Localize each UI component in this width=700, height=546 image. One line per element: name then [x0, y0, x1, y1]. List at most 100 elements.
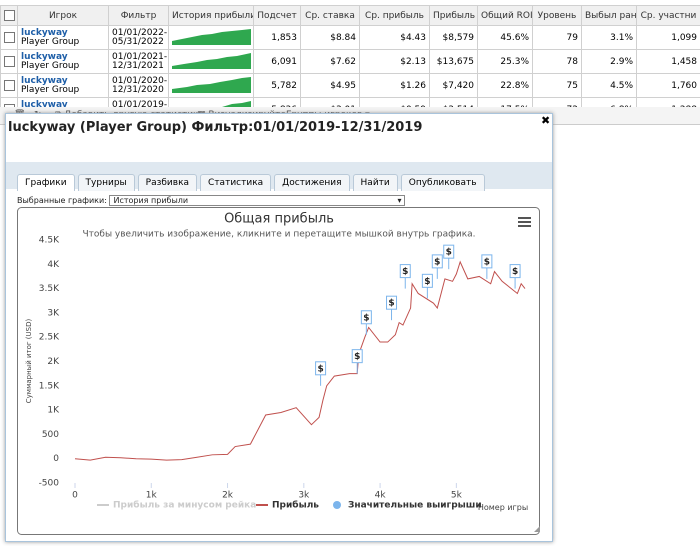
cell: $1.26 — [359, 73, 430, 98]
cell: 6,091 — [253, 49, 301, 74]
player-group: Player Group — [21, 60, 80, 71]
column-header[interactable]: Ср. ставка — [300, 5, 360, 26]
flag-label: $ — [484, 257, 490, 267]
header-row: Игрок Фильтр История прибыли Подсчет Ср. ста… — [0, 5, 700, 26]
column-header[interactable]: История прибыли — [168, 5, 254, 26]
cell: $4.43 — [359, 25, 430, 50]
row-select[interactable] — [0, 73, 18, 98]
flag[interactable] — [421, 273, 433, 288]
y-tick-label: 1K — [47, 406, 60, 416]
y-tick-label: 2K — [47, 357, 60, 367]
tab[interactable]: Графики — [17, 174, 75, 191]
cell: $2.13 — [359, 49, 430, 74]
flag[interactable] — [351, 349, 363, 364]
tab[interactable]: Достижения — [274, 174, 350, 191]
player-name[interactable]: luckyway — [21, 27, 68, 38]
y-tick-label: 3.5K — [39, 284, 60, 294]
sparkline-cell — [168, 49, 254, 74]
stats-table: Игрок Фильтр История прибыли Подсчет Ср. ста… — [0, 5, 700, 122]
column-header[interactable]: Ср. прибыль — [359, 5, 430, 26]
legend-item[interactable]: Значительные выигрыши — [348, 501, 482, 511]
menu-icon[interactable] — [518, 217, 531, 227]
selector-value: История прибыли — [113, 196, 189, 205]
flag-label: $ — [354, 352, 360, 362]
cell: 4.5% — [581, 73, 637, 98]
tab[interactable]: Опубликовать — [400, 174, 485, 191]
select-all[interactable] — [0, 5, 18, 26]
tab[interactable]: Разбивка — [137, 174, 198, 191]
flag[interactable] — [386, 295, 398, 310]
chart-subtitle: Чтобы увеличить изображение, кликните и … — [82, 230, 475, 240]
flag-label: $ — [388, 299, 394, 309]
tab[interactable]: Найти — [352, 174, 398, 191]
player-group: Player Group — [21, 36, 80, 47]
x-tick-label: 4k — [375, 491, 387, 501]
cell: 1,853 — [253, 25, 301, 50]
filter: 01/01/2020-12/31/2020 — [112, 75, 168, 95]
y-tick-label: 4.5K — [39, 236, 60, 246]
cell: 45.6% — [477, 25, 533, 50]
column-header[interactable]: Общий ROI — [477, 5, 533, 26]
filter-cell: 01/01/2022-05/31/2022 — [108, 25, 169, 50]
cell: $7,420 — [429, 73, 478, 98]
column-header[interactable]: Выбыл ран — [581, 5, 637, 26]
column-header[interactable]: Игрок — [17, 5, 109, 26]
cell: 1,760 — [636, 73, 700, 98]
filter-cell: 01/01/2021-12/31/2021 — [108, 49, 169, 74]
legend-symbol[interactable] — [333, 501, 341, 509]
flag[interactable] — [399, 264, 411, 279]
filter: 01/01/2021-12/31/2021 — [112, 51, 168, 71]
selector-label: Выбранные графики: — [17, 196, 107, 205]
x-tick-label: 3k — [298, 491, 310, 501]
close-button[interactable]: ✖ — [541, 114, 551, 127]
sparkline — [172, 53, 251, 69]
cell: $4.95 — [300, 73, 360, 98]
flag-label: $ — [402, 267, 408, 277]
x-tick-label: 5k — [451, 491, 463, 501]
player-name[interactable]: luckyway — [21, 51, 68, 62]
column-header[interactable]: Уровень — [532, 5, 582, 26]
tab[interactable]: Турниры — [77, 174, 135, 191]
y-tick-label: 0 — [53, 454, 59, 464]
cell: 78 — [532, 49, 582, 74]
cell: 3.1% — [581, 25, 637, 50]
flag[interactable] — [315, 361, 327, 376]
player-group: Player Group — [21, 84, 80, 95]
flag-label: $ — [434, 257, 440, 267]
cell: 75 — [532, 73, 582, 98]
table-row: luckyway Player Group 01/01/2022-05/31/202… — [0, 25, 700, 50]
legend-item[interactable]: Прибыль за минусом рейка — [113, 500, 256, 511]
cell: 79 — [532, 25, 582, 50]
tab[interactable]: Статистика — [200, 174, 272, 191]
panel-title: luckyway (Player Group) Фильтр:01/01/201… — [8, 120, 423, 135]
flag[interactable] — [431, 254, 443, 269]
player-name[interactable]: luckyway — [21, 75, 68, 86]
x-axis-title: Номер игры — [478, 503, 528, 512]
flag-label: $ — [363, 313, 369, 323]
row-select[interactable] — [0, 25, 18, 50]
flag[interactable] — [509, 264, 521, 279]
cell: 2.9% — [581, 49, 637, 74]
chart-select[interactable]: История прибыли ▾ — [109, 195, 406, 206]
column-header[interactable]: Фильтр — [108, 5, 169, 26]
flag[interactable] — [443, 244, 455, 259]
y-tick-label: 500 — [42, 430, 59, 440]
resize-handle[interactable]: ◢ — [534, 524, 540, 533]
row-select[interactable] — [0, 49, 18, 74]
cell: 25.3% — [477, 49, 533, 74]
legend-item[interactable]: Прибыль — [272, 500, 319, 511]
column-header[interactable]: Подсчет — [253, 5, 301, 26]
column-header[interactable]: Прибыль — [429, 5, 478, 26]
y-tick-label: 4K — [47, 260, 60, 270]
column-header[interactable]: Ср. участни — [636, 5, 700, 26]
flag-label: $ — [317, 364, 323, 374]
chart-frame — [17, 207, 540, 535]
table-row: luckyway Player Group 01/01/2020-12/31/202… — [0, 73, 700, 98]
flag[interactable] — [481, 254, 493, 269]
player-name[interactable]: luckyway — [21, 99, 68, 110]
sparkline — [172, 77, 251, 93]
flag[interactable] — [360, 310, 372, 325]
cell: 1,099 — [636, 25, 700, 50]
